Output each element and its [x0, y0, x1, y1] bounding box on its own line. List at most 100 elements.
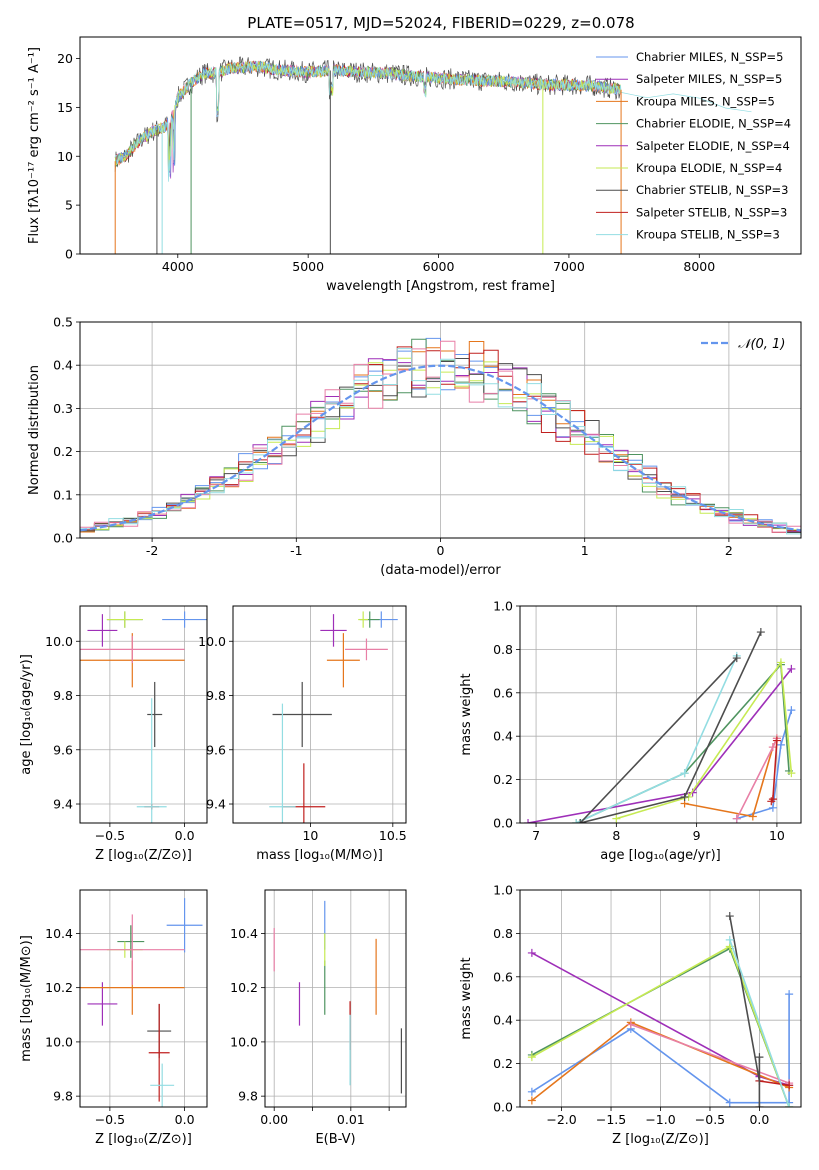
mass-vs-ebv-panel: 0.00 0.01 9.8 10.0 10.2 10.4 E(B-V): [230, 889, 407, 1147]
y-tick-label: 9.4: [206, 797, 226, 812]
axes-frame: [264, 889, 407, 1108]
legend-entry: 𝒩(0, 1): [738, 337, 785, 352]
data-point: [776, 740, 785, 749]
y-axis-label: mass weight: [459, 673, 474, 755]
axes-frame: [232, 605, 407, 824]
mass-weight-series: [759, 1080, 790, 1087]
y-axis-label: Flux [fλ10⁻¹⁷ erg cm⁻² s⁻¹ A⁻¹]: [27, 47, 42, 244]
x-tick-label: 0.0: [749, 1112, 769, 1127]
data-point: [732, 654, 741, 663]
mass-weight-series: [684, 738, 778, 818]
y-axis-label: mass [log₁₀(M/M⊙)]: [19, 935, 34, 1062]
mass-vs-z-data: [80, 898, 203, 1107]
y-tick-label: 9.4: [53, 797, 73, 812]
figure-title: PLATE=0517, MJD=52024, FIBERID=0229, z=0…: [247, 14, 634, 32]
x-tick-label: 2: [725, 543, 733, 558]
x-axis-label: (data-model)/error: [380, 563, 501, 578]
axes-frame: [79, 605, 208, 824]
x-axis-label: Z [log₁₀(Z/Z⊙)]: [95, 848, 192, 863]
mass-vs-z-panel: −0.5 0.0 9.8 10.0 10.2 10.4 Z [log₁₀(Z/Z⊙)] mas…: [19, 889, 208, 1147]
legend-entry: Kroupa ELODIE, N_SSP=4: [636, 161, 782, 175]
x-tick-label: -1: [290, 543, 302, 558]
x-tick-label: −0.5: [695, 1112, 725, 1127]
y-tick-label: 1.0: [493, 883, 513, 898]
y-tick-label: 0.1: [53, 487, 73, 502]
mass-weight-vs-age-panel: 7 8 9 10 0.0 0.2 0.4 0.6 0.8 1.0 age [log₁₀(age/yr…: [459, 599, 802, 863]
data-point: [768, 743, 777, 752]
y-tick-label: 10: [57, 149, 73, 164]
x-tick-label: −0.5: [95, 828, 125, 843]
legend-entry: Kroupa STELIB, N_SSP=3: [636, 228, 780, 242]
y-tick-label: 0.4: [493, 1013, 513, 1028]
data-point: [785, 990, 794, 999]
legend-entry: Salpeter MILES, N_SSP=5: [636, 72, 782, 86]
y-tick-label: 10.4: [230, 926, 258, 941]
mass-weight-vs-z-data: [527, 912, 794, 1107]
spectrum-line: [114, 60, 752, 182]
data-point: [785, 1103, 794, 1107]
x-tick-label: 0.0: [175, 828, 195, 843]
axes-frame: [519, 889, 802, 1108]
mass-weight-series: [736, 738, 778, 820]
spectrum-data: [114, 56, 752, 254]
data-point: [527, 1087, 536, 1096]
axes-frame: [79, 36, 802, 255]
data-point: [527, 948, 536, 957]
x-axis-label: Z [log₁₀(Z/Z⊙)]: [612, 1132, 709, 1147]
x-axis-label: E(B-V): [315, 1132, 355, 1147]
x-tick-label: 4000: [162, 259, 194, 274]
data-point: [787, 769, 796, 778]
y-tick-label: 0.8: [493, 926, 513, 941]
y-tick-label: 10.0: [230, 1034, 258, 1049]
legend-entry: Salpeter STELIB, N_SSP=3: [636, 205, 787, 219]
x-axis-label: age [log₁₀(age/yr)]: [600, 848, 721, 863]
x-tick-label: −1.0: [645, 1112, 675, 1127]
legend-entry: Chabrier ELODIE, N_SSP=4: [636, 117, 791, 131]
data-point: [756, 628, 765, 637]
data-point: [755, 1053, 764, 1062]
mass-weight-vs-age-data: [524, 628, 796, 823]
age-vs-z-data: [80, 611, 207, 823]
x-tick-label: 10.5: [379, 828, 407, 843]
residual-histogram-data: [80, 337, 801, 535]
x-tick-label: 0: [437, 543, 445, 558]
normal-curve: [80, 364, 801, 532]
y-tick-label: 0.2: [53, 444, 73, 459]
x-tick-label: 0.00: [260, 1112, 288, 1127]
y-tick-label: 10.0: [45, 1034, 73, 1049]
x-tick-label: 9: [693, 828, 701, 843]
x-tick-label: 7: [532, 828, 540, 843]
histogram-step: [80, 348, 801, 535]
data-point: [527, 1096, 536, 1105]
spectrum-panel: 4000 5000 6000 7000 8000 0 5 10 15 20 wavelength […: [27, 36, 802, 294]
data-point: [680, 792, 689, 801]
x-tick-label: 1: [581, 543, 589, 558]
mass-weight-series: [729, 939, 790, 1107]
y-tick-label: 10.4: [45, 926, 73, 941]
x-tick-label: 8: [612, 828, 620, 843]
mass-weight-series: [579, 657, 738, 823]
mass-weight-series: [575, 655, 738, 823]
data-point: [768, 803, 777, 812]
data-point: [787, 664, 796, 673]
y-tick-label: 0.0: [53, 531, 73, 546]
y-tick-label: 0.0: [493, 816, 513, 831]
y-tick-label: 0: [65, 247, 73, 262]
x-tick-label: 10: [302, 828, 318, 843]
axes-frame: [79, 889, 208, 1108]
legend-entry: Chabrier STELIB, N_SSP=3: [636, 183, 788, 197]
data-point: [725, 935, 734, 944]
x-tick-label: 10: [769, 828, 785, 843]
age-vs-z-panel: −0.5 0.0 9.4 9.6 9.8 10.0 Z [log₁₀(Z/Z⊙)] age […: [19, 605, 208, 863]
y-tick-label: 9.6: [206, 742, 226, 757]
x-tick-label: 0.01: [337, 1112, 365, 1127]
y-tick-label: 10.2: [45, 980, 73, 995]
x-axis-label: wavelength [Angstrom, rest frame]: [326, 279, 555, 294]
data-point: [725, 912, 734, 921]
x-tick-label: 0.0: [175, 1112, 195, 1127]
y-axis-label: mass weight: [459, 957, 474, 1039]
x-tick-label: 8000: [683, 259, 715, 274]
y-axis-label: Normed distribution: [27, 365, 42, 495]
x-tick-label: 7000: [553, 259, 585, 274]
y-axis-label: age [log₁₀(age/yr)]: [19, 654, 34, 775]
